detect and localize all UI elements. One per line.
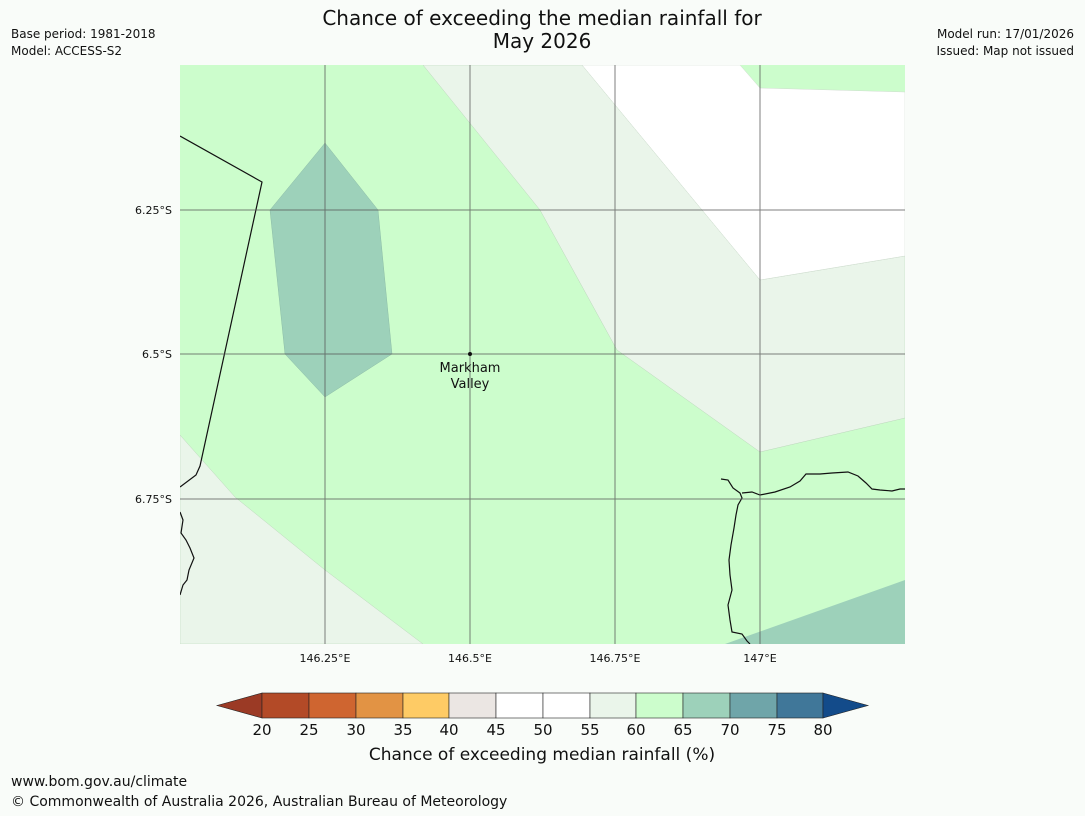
model-run-label: Model run: 17/01/2026: [936, 27, 1074, 41]
coast-north-east: [741, 471, 905, 496]
colorbar-tick: 50: [533, 721, 552, 739]
footer-copyright: © Commonwealth of Australia 2026, Austra…: [11, 794, 508, 810]
colorbar-tick: 65: [673, 721, 692, 739]
colorbar-tick: 20: [252, 721, 271, 739]
colorbar-over-arrow: [822, 692, 870, 719]
footer-url[interactable]: www.bom.gov.au/climate: [11, 774, 188, 790]
colorbar-segment: [402, 692, 450, 719]
colorbar-segment: [729, 692, 778, 719]
colorbar-segment: [355, 692, 404, 719]
colorbar-under-arrow: [215, 692, 263, 719]
colorbar-segment: [776, 692, 824, 719]
colorbar-tick: 45: [486, 721, 505, 739]
map-figure: Markham Valley 6.25°S 6.5°S 6.75°S 146.2…: [135, 65, 905, 739]
colorbar-tick: 55: [580, 721, 599, 739]
colorbar-title: Chance of exceeding median rainfall (%): [368, 745, 716, 765]
issued-label: Issued: Map not issued: [936, 44, 1074, 58]
fill-55-60-southwest: [180, 434, 424, 644]
colorbar-segment: [261, 692, 310, 719]
lon-label: 146.5°E: [448, 652, 492, 665]
lat-label: 6.75°S: [135, 493, 172, 506]
colorbar-tick: 75: [767, 721, 786, 739]
colorbar-tick: 25: [299, 721, 318, 739]
base-period-label: Base period: 1981-2018: [11, 27, 156, 41]
place-name-line2: Valley: [451, 377, 490, 392]
lat-labels: 6.25°S 6.5°S 6.75°S: [135, 204, 172, 506]
map-area[interactable]: Markham Valley: [180, 65, 905, 644]
lon-label: 146.25°E: [300, 652, 351, 665]
colorbar-tick: 30: [346, 721, 365, 739]
colorbar-segment: [635, 692, 684, 719]
map-title-line2: May 2026: [492, 29, 592, 53]
lon-labels: 146.25°E 146.5°E 146.75°E 147°E: [300, 652, 777, 665]
colorbar-tick: 70: [720, 721, 739, 739]
colorbar-segment: [308, 692, 357, 719]
lon-label: 146.75°E: [590, 652, 641, 665]
place-marker[interactable]: [468, 352, 472, 356]
coast-east: [720, 478, 751, 644]
fill-65-70-southeast: [725, 580, 905, 644]
meta-right: Model run: 17/01/2026 Issued: Map not is…: [936, 26, 1074, 60]
coast-west: [180, 511, 195, 596]
lat-label: 6.25°S: [135, 204, 172, 217]
border-line: [180, 135, 263, 488]
colorbar-tick: 35: [393, 721, 412, 739]
colorbar-segment: [542, 692, 591, 719]
colorbar-segment: [448, 692, 497, 719]
map-title-line1: Chance of exceeding the median rainfall …: [322, 6, 762, 30]
lat-label: 6.5°S: [142, 348, 172, 361]
place-name-line1: Markham: [440, 361, 501, 376]
colorbar-tick: 60: [626, 721, 645, 739]
colorbar-segment: [589, 692, 637, 719]
model-label: Model: ACCESS-S2: [11, 44, 123, 58]
colorbar: [215, 692, 870, 719]
colorbar-segment: [682, 692, 731, 719]
colorbar-tick: 80: [813, 721, 832, 739]
meta-left: Base period: 1981-2018 Model: ACCESS-S2: [11, 26, 156, 60]
colorbar-segment: [495, 692, 544, 719]
colorbar-ticks: 20 25 30 35 40 45 50 55 60 65 70 75 80: [252, 721, 832, 739]
lon-label: 147°E: [743, 652, 776, 665]
colorbar-tick: 40: [439, 721, 458, 739]
coastline: [180, 135, 905, 644]
map-title: Chance of exceeding the median rainfall …: [242, 7, 842, 53]
